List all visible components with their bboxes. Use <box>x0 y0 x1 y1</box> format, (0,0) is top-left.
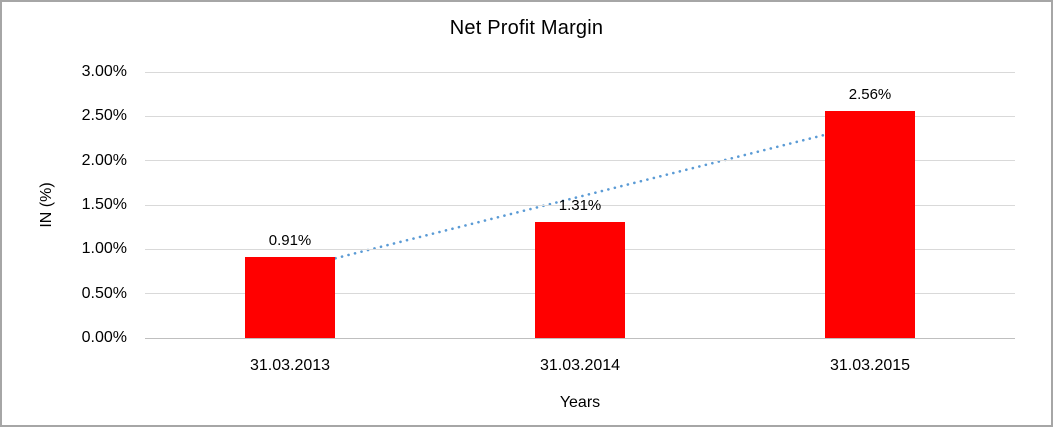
bar <box>825 111 915 338</box>
gridline <box>145 160 1015 162</box>
bar <box>535 221 625 338</box>
gridline <box>145 204 1015 206</box>
y-tick-label: 2.00% <box>81 151 127 169</box>
x-tick-label: 31.03.2013 <box>249 357 331 374</box>
x-axis-ticks: 31.03.2013 31.03.2014 31.03.2015 <box>145 357 1015 377</box>
plot-area: 0.91% 1.31% 2.56% <box>145 71 1015 339</box>
y-tick-label: 1.00% <box>81 240 127 258</box>
y-tick-label: 0.00% <box>81 329 127 346</box>
chart-title: Net Profit Margin <box>449 17 604 39</box>
data-label: 2.56% <box>848 86 892 104</box>
bar <box>245 257 335 338</box>
gridline <box>145 71 1015 73</box>
gridline <box>145 115 1015 117</box>
y-tick-label: 2.50% <box>81 107 127 125</box>
y-tick-label: 0.50% <box>81 284 127 302</box>
data-label: 0.91% <box>268 232 312 250</box>
data-label: 1.31% <box>558 196 602 214</box>
y-tick-label: 3.00% <box>81 63 127 80</box>
y-tick-label: 1.50% <box>81 196 127 213</box>
x-tick-label: 31.03.2014 <box>539 357 621 374</box>
x-axis-title: Years <box>559 394 601 411</box>
x-tick-label: 31.03.2015 <box>829 357 911 374</box>
trendline-svg <box>288 122 872 272</box>
gridline <box>145 337 1015 339</box>
trendline <box>288 122 872 272</box>
y-axis-ticks: 0.00% 0.50% 1.00% 1.50% 2.00% 2.50% 3.00% <box>2 63 127 346</box>
